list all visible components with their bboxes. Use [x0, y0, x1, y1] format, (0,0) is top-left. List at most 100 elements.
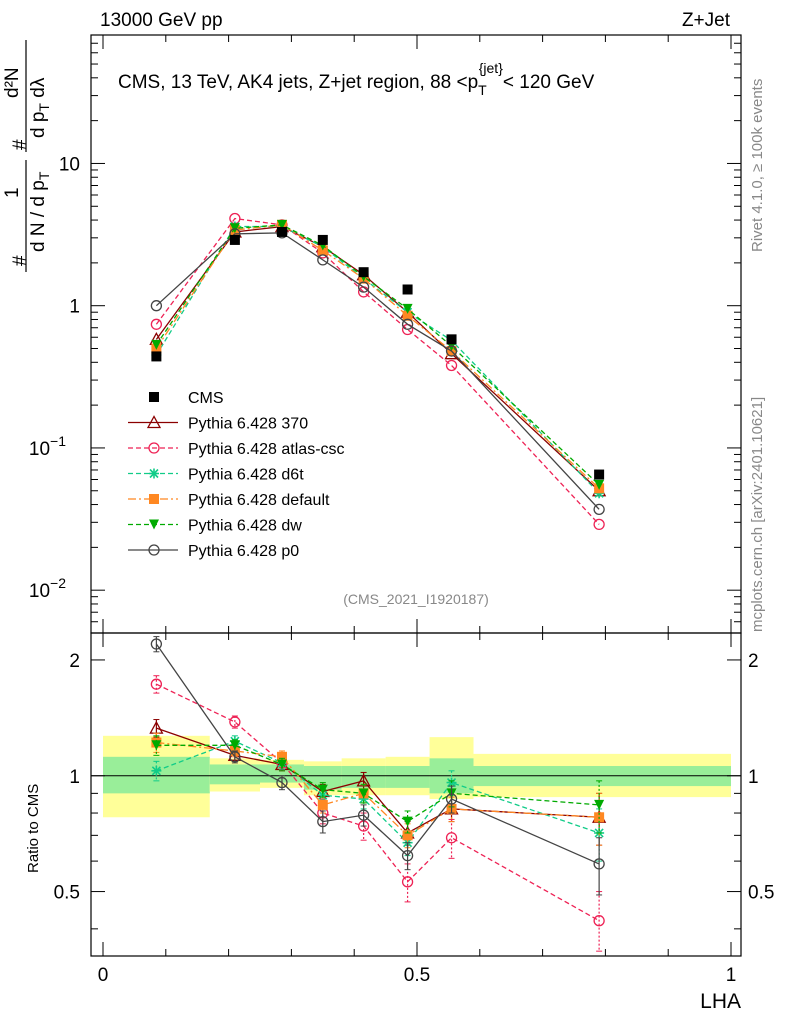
ylabel-hash-2: # — [10, 139, 31, 150]
y-tick-label: 10−1 — [29, 433, 66, 460]
ratio-series-point — [229, 716, 241, 728]
ratio-series-line — [156, 683, 600, 922]
legend-label: Pythia 6.428 atlas-csc — [188, 441, 345, 458]
legend-label: CMS — [188, 390, 224, 407]
ratio-series-line — [156, 727, 600, 834]
ratio-series-point — [357, 809, 370, 821]
cms-data-point — [276, 226, 287, 237]
main-series-point — [402, 303, 413, 314]
chart-title-sup: {jet} — [479, 60, 503, 76]
y-tick-base: 10 — [29, 581, 50, 602]
ratio-series-point — [402, 830, 413, 841]
ratio-series-line — [156, 744, 600, 823]
ratio-series-point — [358, 788, 369, 799]
ratio-stat-band — [303, 766, 342, 790]
ratio-panel-frame — [90, 632, 742, 957]
x-tick-label: 1 — [726, 965, 737, 986]
y-tick-base: 1 — [69, 297, 80, 318]
ratio-y-tick-label: 0.5 — [54, 883, 80, 904]
ratio-stat-band — [209, 764, 260, 785]
main-panel-series — [149, 212, 607, 531]
ratio-y-tick-label-right: 2 — [748, 651, 759, 672]
header-energy-label: 13000 GeV pp — [100, 10, 223, 31]
y-tick-exp: −1 — [50, 433, 66, 449]
ratio-series-point — [593, 858, 605, 870]
ratio-series-point — [276, 776, 288, 789]
main-series-point — [593, 503, 605, 516]
main-series-point — [445, 359, 458, 372]
main-series-point — [401, 318, 414, 330]
ylabel-den2-post: dλ — [28, 77, 49, 103]
legend-label: Pythia 6.428 370 — [188, 416, 308, 433]
legend-marker — [149, 519, 159, 530]
cms-data-point — [229, 234, 240, 245]
ratio-y-tick-label-right: 1 — [748, 767, 759, 788]
ratio-series-point — [229, 740, 240, 751]
cms-data-point — [402, 284, 413, 295]
ratio-series-point — [594, 799, 605, 810]
cms-data-point — [358, 267, 369, 278]
legend-cms-marker — [149, 392, 159, 402]
legend-label: Pythia 6.428 d6t — [188, 467, 304, 484]
ylabel-den-sub: T — [36, 171, 52, 180]
chart-title-main: CMS, 13 TeV, AK4 jets, Z+jet region, 88 … — [118, 72, 478, 93]
cms-data-point — [446, 334, 457, 345]
main-series-point — [594, 479, 605, 490]
header-process-label: Z+Jet — [682, 10, 731, 31]
cms-data-point — [594, 469, 605, 480]
main-series-point — [402, 310, 413, 321]
cms-data-point — [317, 234, 328, 245]
legend-marker — [149, 468, 159, 479]
legend-marker — [148, 442, 160, 454]
ratio-series-point — [229, 751, 241, 763]
ylabel-denominator-1: d N / d pT — [28, 171, 52, 252]
main-series-point — [150, 300, 163, 312]
ratio-series-point — [151, 765, 162, 776]
ratio-y-tick-label: 1 — [69, 767, 80, 788]
ylabel-numerator-1: 1 — [2, 187, 23, 198]
legend-label: Pythia 6.428 default — [188, 492, 330, 509]
ylabel-den-pre: d N / d p — [28, 180, 49, 252]
ratio-y-tick-label-right: 0.5 — [748, 883, 774, 904]
ratio-series-point — [401, 876, 414, 888]
ratio-y-axis-label: Ratio to CMS — [25, 784, 42, 873]
ylabel-denominator-2: d pT dλ — [28, 77, 52, 138]
main-series-point — [276, 219, 287, 230]
y-tick-base: 10 — [59, 154, 80, 175]
main-series-point — [445, 345, 458, 357]
chart-title: CMS, 13 TeV, AK4 jets, Z+jet region, 88 … — [118, 60, 595, 98]
ratio-series-line — [156, 741, 600, 837]
ratio-stat-band — [260, 764, 304, 783]
ratio-series-point — [593, 915, 605, 927]
ylabel-numerator-2: d²N — [2, 67, 23, 98]
main-series-point — [150, 318, 163, 330]
y-tick-exp: −2 — [50, 575, 66, 591]
main-series-point — [357, 281, 370, 293]
mcplots-reference-label: mcplots.cern.ch [arXiv:2401.10621] — [749, 397, 766, 632]
ylabel-den2: d p — [28, 112, 49, 138]
ratio-series-point — [151, 740, 162, 751]
ratio-series-point — [445, 832, 458, 844]
legend-marker — [146, 415, 162, 429]
ratio-uncertainty-bands — [91, 735, 741, 818]
y-tick-label: 1 — [69, 297, 80, 318]
ratio-series-point — [317, 799, 328, 810]
chart-title-tail: < 120 GeV — [503, 72, 595, 93]
ratio-stat-band — [385, 766, 430, 788]
y-tick-label: 10−2 — [29, 575, 66, 602]
main-series-point — [593, 518, 605, 531]
analysis-id-label: (CMS_2021_I1920187) — [343, 591, 489, 607]
star-stroke — [151, 766, 161, 776]
main-series-line — [155, 232, 600, 510]
main-series-point — [151, 339, 162, 350]
main-series-line — [155, 217, 600, 525]
main-y-axis-label: # 1 d N / d pT # d²N d pT dλ — [2, 40, 52, 272]
ratio-series-point — [276, 759, 287, 770]
ratio-series-point — [445, 793, 458, 805]
main-series-line — [155, 225, 600, 494]
legend-label: Pythia 6.428 p0 — [188, 543, 299, 560]
ratio-series-point — [276, 751, 287, 762]
ratio-series-line — [155, 643, 600, 865]
